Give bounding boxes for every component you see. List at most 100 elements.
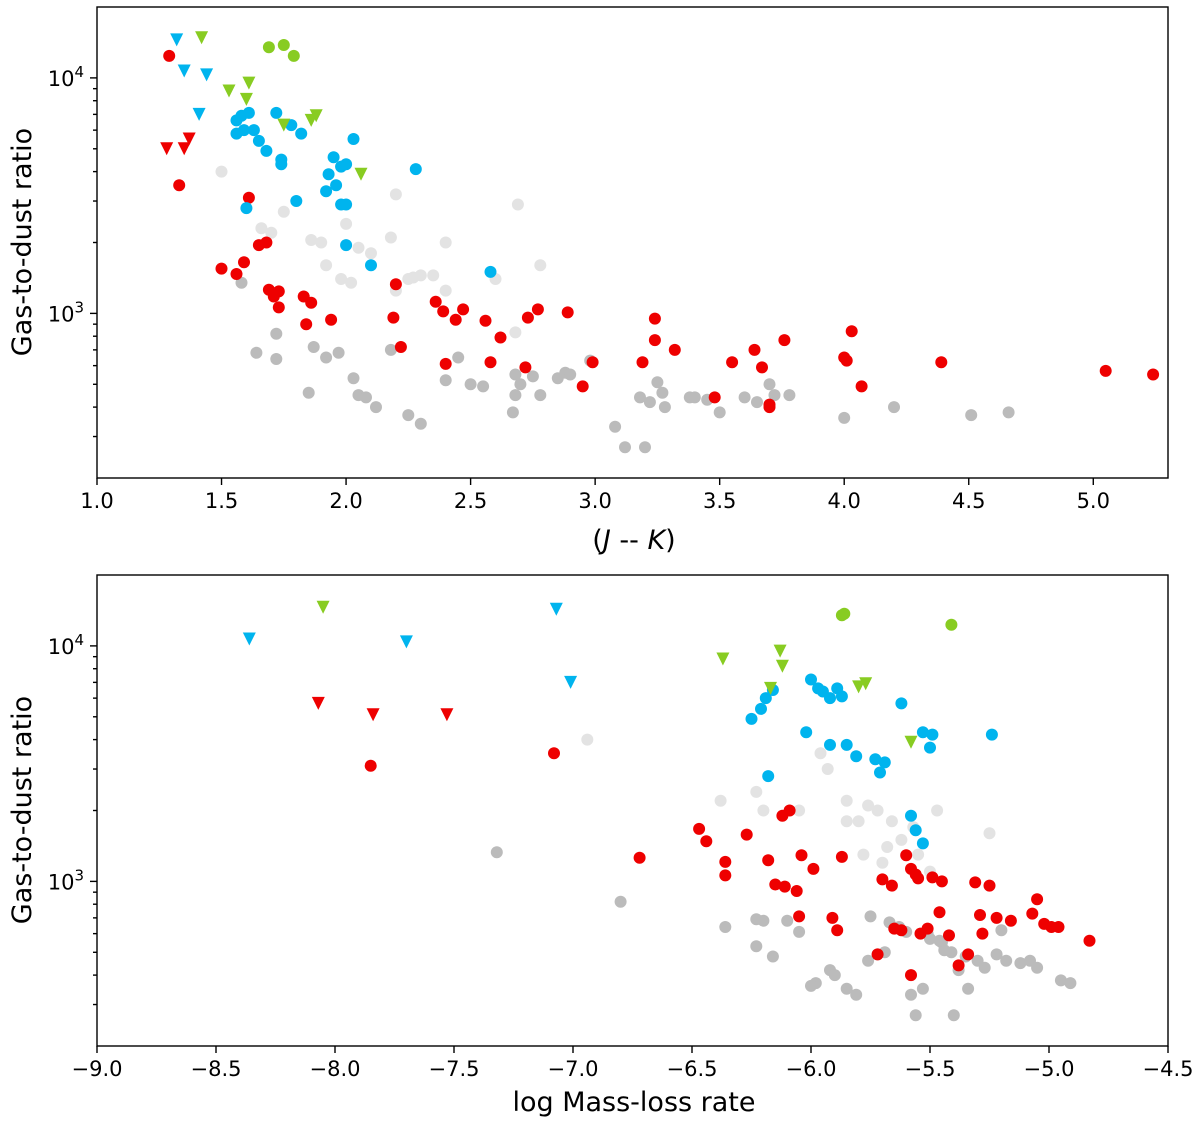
top-point-red	[756, 361, 768, 374]
top-point-lightgray	[352, 241, 365, 254]
bottom-point-lightgray	[871, 804, 884, 817]
bottom-upper-limit-green-limits	[852, 680, 866, 694]
top-point-blue	[484, 265, 497, 278]
bottom-point-red	[871, 948, 884, 961]
top-y-axis-label: Gas-to-dust ratio	[7, 128, 38, 356]
top-point-gray	[768, 389, 781, 402]
bottom-point-lightgray	[857, 848, 870, 861]
top-point-red	[845, 325, 858, 338]
top-x-axis-label: (J -- K)	[592, 525, 675, 556]
bottom-point-gray	[490, 846, 503, 859]
top-point-red	[242, 191, 255, 204]
top-point-lightgray	[345, 276, 358, 289]
top-point-gray	[619, 441, 631, 454]
top-point-red	[576, 380, 589, 393]
top-point-red	[494, 331, 507, 344]
top-point-green	[287, 49, 300, 62]
bottom-upper-limit-red-limits	[440, 708, 454, 722]
bottom-point-gray	[990, 948, 1003, 961]
top-point-gray	[639, 441, 651, 454]
bottom-point-gray	[719, 921, 732, 933]
top-point-red	[935, 356, 948, 369]
top-point-gray	[609, 420, 622, 433]
bottom-point-gray	[793, 925, 806, 938]
bottom-point-gray	[1000, 954, 1013, 967]
bottom-point-lightgray	[876, 856, 889, 869]
bottom-upper-limit-red-limits	[366, 708, 380, 722]
bottom-upper-limit-green-limits	[775, 659, 789, 673]
top-point-gray	[302, 386, 315, 399]
top-point-red	[484, 356, 497, 369]
top-x-tick-label: 4.0	[828, 489, 861, 513]
bottom-point-green	[945, 618, 958, 631]
top-upper-limit-blue-limits	[200, 68, 214, 82]
top-point-gray	[564, 368, 577, 381]
top-point-gray	[332, 346, 345, 359]
top-point-blue	[365, 259, 377, 272]
top-point-blue	[242, 106, 255, 119]
bottom-point-lightgray	[840, 794, 853, 807]
top-point-red	[748, 343, 761, 356]
top-point-red	[586, 356, 599, 369]
top-point-blue	[240, 202, 253, 215]
top-point-lightgray	[389, 188, 402, 201]
bottom-point-lightgray	[821, 763, 834, 775]
top-point-red	[840, 354, 853, 367]
bottom-point-red	[990, 911, 1003, 924]
bottom-point-gray	[757, 914, 770, 927]
top-point-red	[521, 311, 534, 324]
top-point-blue	[335, 198, 348, 211]
bottom-point-blue	[805, 673, 817, 686]
bottom-point-red	[793, 910, 806, 923]
top-point-lightgray	[534, 259, 547, 272]
bottom-x-tick-label: −6.5	[667, 1057, 718, 1081]
top-upper-limit-red-limits	[160, 142, 174, 156]
top-point-gray	[965, 409, 978, 422]
top-point-gray	[270, 353, 283, 365]
bottom-point-lightgray	[757, 804, 770, 817]
top-point-gray	[402, 409, 415, 422]
x-label-open-paren: (	[592, 525, 603, 556]
top-point-lightgray	[315, 236, 328, 249]
top-x-tick-label: 2.0	[329, 489, 362, 513]
bottom-point-red	[943, 929, 955, 942]
top-upper-limit-green-limits	[222, 84, 236, 98]
bottom-point-gray	[828, 969, 841, 982]
bottom-point-red	[364, 759, 377, 772]
bottom-point-red	[783, 804, 796, 817]
top-point-gray	[888, 401, 900, 414]
top-upper-limit-green-limits	[309, 109, 323, 123]
top-point-red	[260, 236, 273, 249]
bottom-point-gray	[909, 1009, 922, 1022]
bottom-upper-limit-red-limits	[311, 696, 325, 710]
bottom-y-axis-label: Gas-to-dust ratio	[7, 696, 38, 924]
bottom-upper-limit-blue-limits	[549, 602, 563, 616]
top-upper-limit-green-limits	[239, 92, 253, 106]
bottom-point-red	[1052, 921, 1065, 933]
top-point-gray	[509, 368, 522, 381]
top-x-tick-label: 3.5	[703, 489, 736, 513]
bottom-point-lightgray	[750, 785, 763, 798]
bottom-point-lightgray	[885, 815, 898, 828]
top-point-gray	[452, 351, 465, 364]
top-point-red	[238, 256, 250, 269]
bottom-point-gray	[805, 979, 817, 992]
top-point-gray	[514, 378, 527, 391]
top-point-gray	[464, 378, 477, 391]
top-upper-limit-green-limits	[195, 31, 209, 45]
top-point-gray	[360, 391, 372, 404]
bottom-point-red	[900, 849, 913, 862]
bottom-point-gray	[1064, 977, 1077, 990]
top-point-red	[778, 334, 791, 347]
top-upper-limit-red-limits	[177, 142, 191, 156]
top-upper-limit-blue-limits	[170, 33, 184, 47]
top-point-red	[387, 311, 400, 324]
top-point-lightgray	[384, 231, 397, 244]
bottom-point-red	[885, 879, 898, 892]
top-point-red	[457, 303, 470, 316]
top-point-gray	[370, 401, 382, 414]
top-point-blue	[290, 195, 303, 207]
bottom-point-red	[693, 822, 706, 835]
top-point-gray	[763, 378, 776, 391]
top-point-gray	[347, 372, 360, 385]
